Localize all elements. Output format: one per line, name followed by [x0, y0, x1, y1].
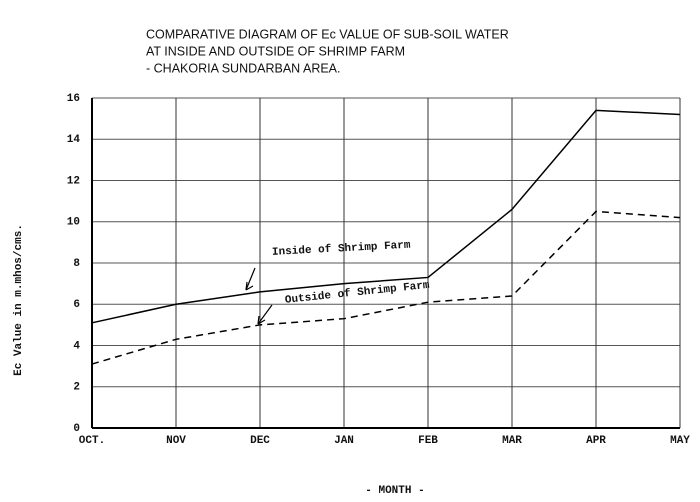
y-tick-label: 8	[73, 258, 80, 270]
arrow-head	[245, 281, 254, 291]
x-tick-label: MAY	[670, 435, 690, 447]
chart-title: AT INSIDE AND OUTSIDE OF SHRIMP FARM	[146, 44, 405, 58]
series-label: Inside of Shrimp Farm	[272, 240, 411, 259]
x-tick-label: FEB	[418, 435, 438, 447]
line-series	[91, 109, 681, 324]
x-tick-label: OCT.	[79, 435, 105, 447]
arrow-head	[257, 315, 266, 325]
y-tick-label: 12	[67, 175, 80, 187]
arrow	[245, 267, 256, 291]
series-label: Outside of Shrimp Farm	[284, 280, 430, 307]
arrow	[257, 304, 273, 325]
y-tick-label: 6	[73, 299, 80, 311]
chart-title: COMPARATIVE DIAGRAM OF Ec VALUE OF SUB-S…	[146, 27, 509, 41]
x-tick-label: JAN	[334, 435, 354, 447]
x-axis-label: - MONTH -	[365, 485, 424, 497]
x-tick-label: APR	[586, 435, 606, 447]
x-tick-label: DEC	[250, 435, 270, 447]
y-tick-label: 10	[67, 217, 80, 229]
y-axis-label: Ec Value in m.mhos/cms.	[13, 224, 25, 376]
y-tick-label: 0	[73, 423, 80, 435]
x-tick-label: NOV	[166, 435, 186, 447]
line-series	[91, 210, 681, 365]
chart-title: - CHAKORIA SUNDARBAN AREA.	[146, 61, 341, 75]
y-tick-label: 2	[73, 382, 80, 394]
y-tick-label: 16	[67, 93, 80, 105]
x-tick-label: MAR	[502, 435, 522, 447]
y-tick-label: 14	[67, 134, 81, 146]
y-tick-label: 4	[73, 340, 80, 352]
